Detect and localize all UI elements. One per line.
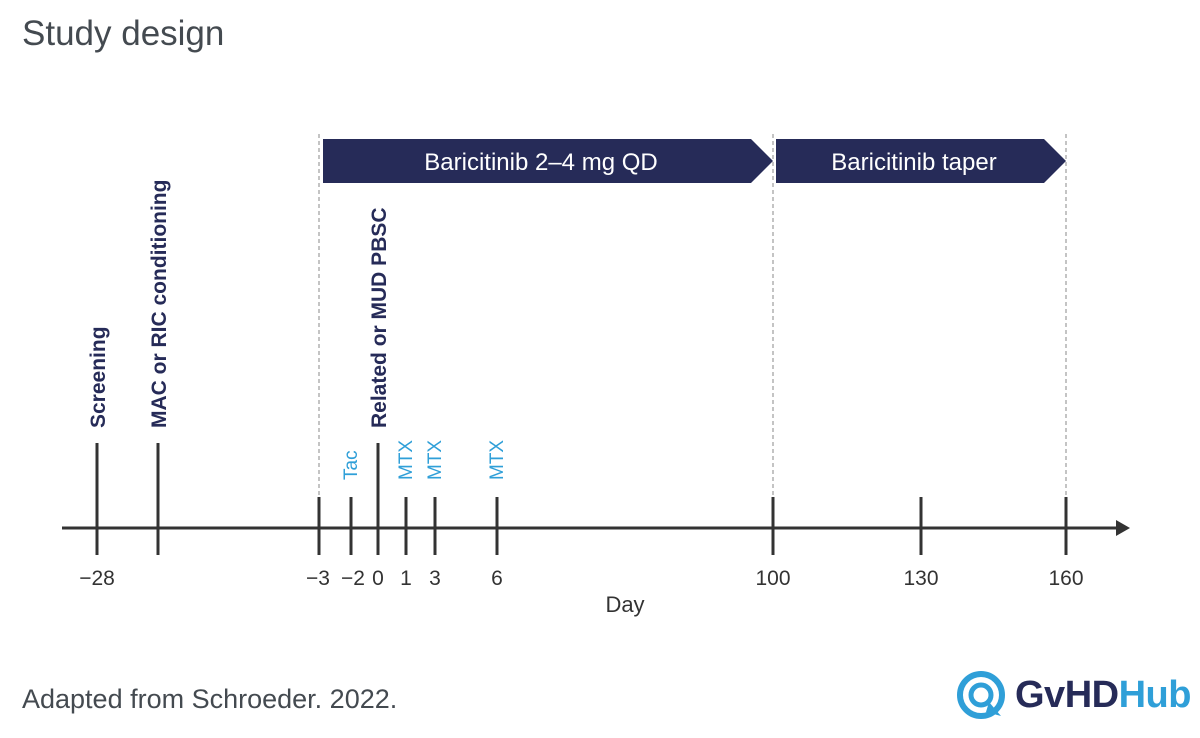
tick-label: −28 (79, 567, 115, 590)
tick-label: 160 (1048, 567, 1083, 590)
axis-arrowhead (1116, 520, 1130, 536)
tick-label: 6 (491, 567, 503, 590)
phase-label: Baricitinib 2–4 mg QD (424, 149, 657, 176)
tick-label: 0 (372, 567, 384, 590)
event-label: Screening (87, 326, 110, 428)
phase-arrow (323, 139, 773, 183)
speech-bubble-icon (957, 671, 1005, 719)
tick-label: 1 (400, 567, 412, 590)
drug-label: Tac (341, 450, 362, 480)
event-label: Related or MUD PBSC (368, 207, 391, 428)
gvhdhub-logo: GvHDHub (953, 668, 1193, 726)
event-label: MAC or RIC conditioning (148, 180, 171, 428)
tick-label: 3 (429, 567, 441, 590)
tick-label: 130 (903, 567, 938, 590)
logo-text-hub: Hub (1118, 674, 1192, 716)
tick-label: −3 (306, 567, 330, 590)
phase-arrow (776, 139, 1066, 183)
logo-text-gvhd: GvHD (1015, 674, 1119, 716)
page-title: Study design (22, 14, 225, 53)
source-citation: Adapted from Schroeder. 2022. (22, 684, 398, 714)
drug-label: MTX (396, 440, 417, 480)
axis-label: Day (605, 592, 644, 617)
drug-label: MTX (425, 440, 446, 480)
drug-label: MTX (487, 440, 508, 480)
tick-label: −2 (341, 567, 365, 590)
tick-label: 100 (755, 567, 790, 590)
phase-label: Baricitinib taper (831, 149, 996, 176)
